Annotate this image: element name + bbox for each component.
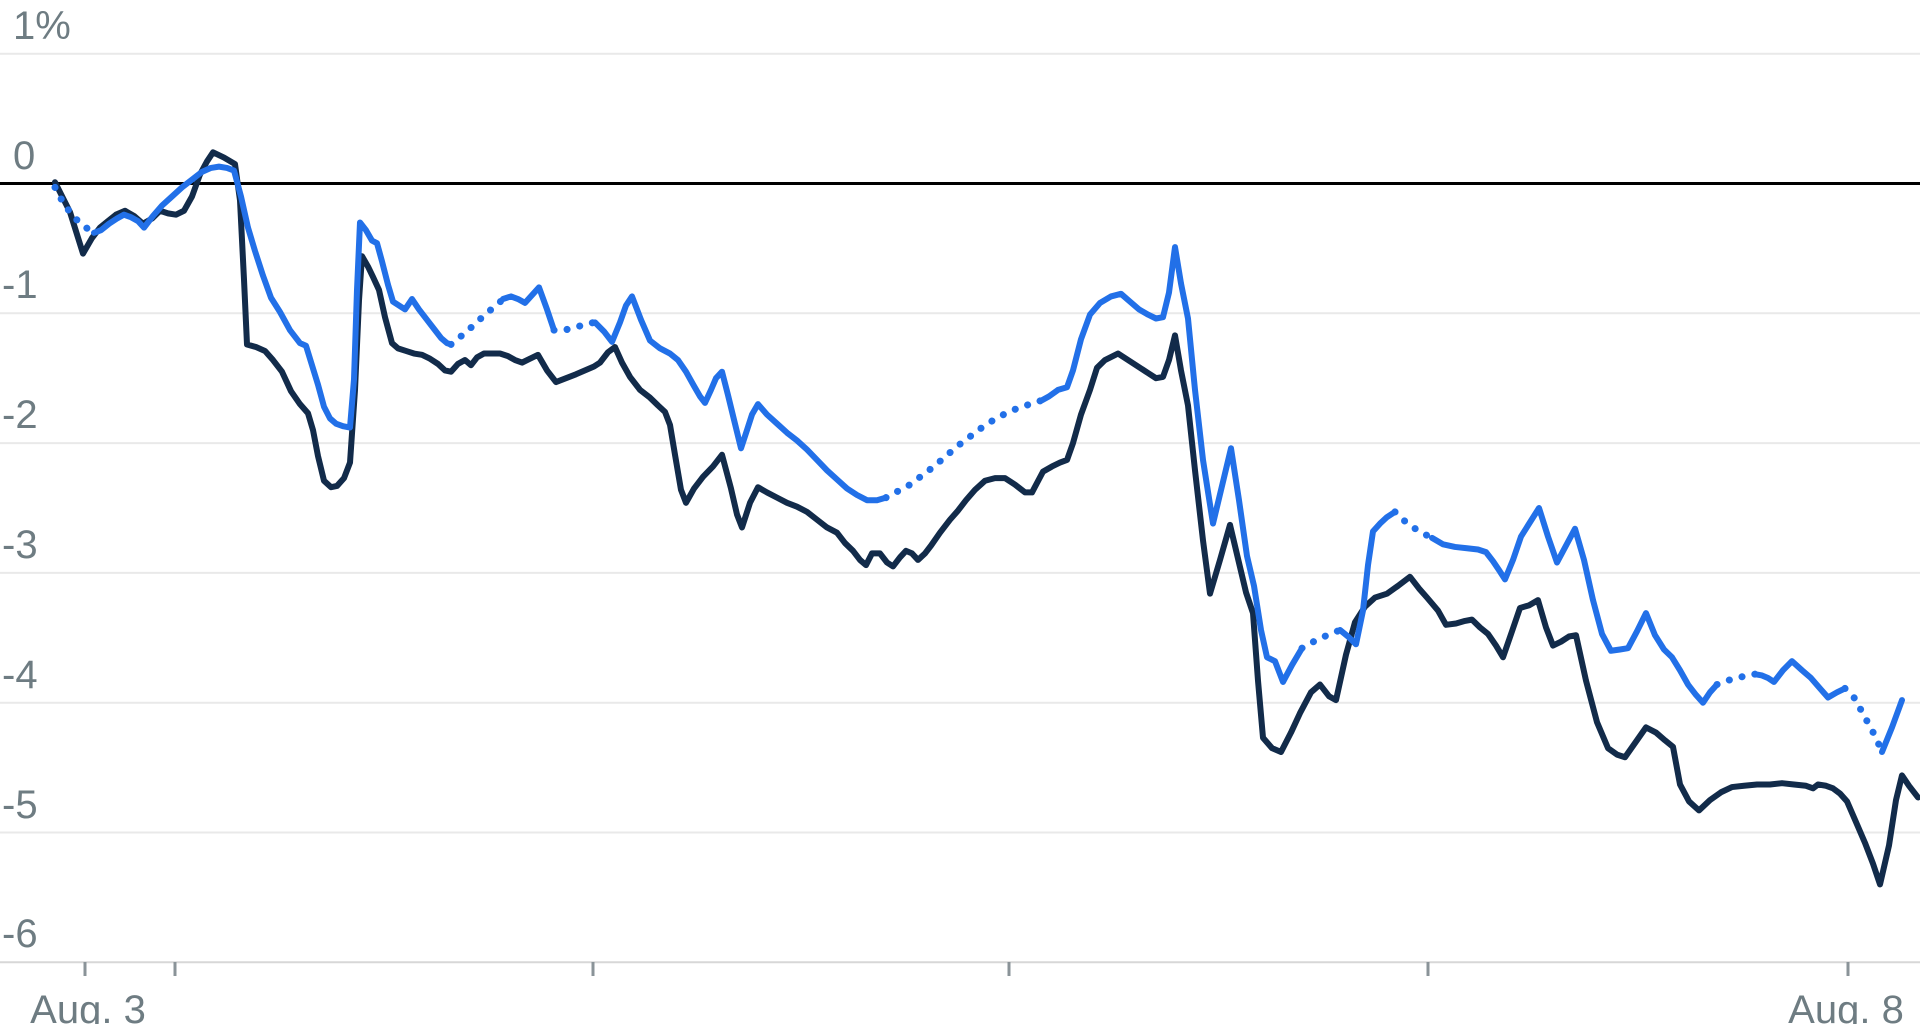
y-axis-label: 0 xyxy=(13,133,36,178)
y-axis-label: -3 xyxy=(2,522,38,567)
x-axis-label: Aug. 8 xyxy=(1788,988,1904,1024)
y-axis-label: -2 xyxy=(2,393,38,438)
x-axis-label: Aug. 3 xyxy=(30,988,146,1024)
y-axis-label: 1% xyxy=(13,3,71,48)
y-axis-label: -4 xyxy=(2,652,38,697)
y-axis-label: -6 xyxy=(2,912,38,957)
blue-series-line xyxy=(91,163,1905,756)
y-axis-label: -5 xyxy=(2,782,38,827)
y-axis-label: -1 xyxy=(2,263,38,308)
blue-series-dotted-line xyxy=(51,183,1886,756)
navy-series-line xyxy=(52,149,1920,888)
